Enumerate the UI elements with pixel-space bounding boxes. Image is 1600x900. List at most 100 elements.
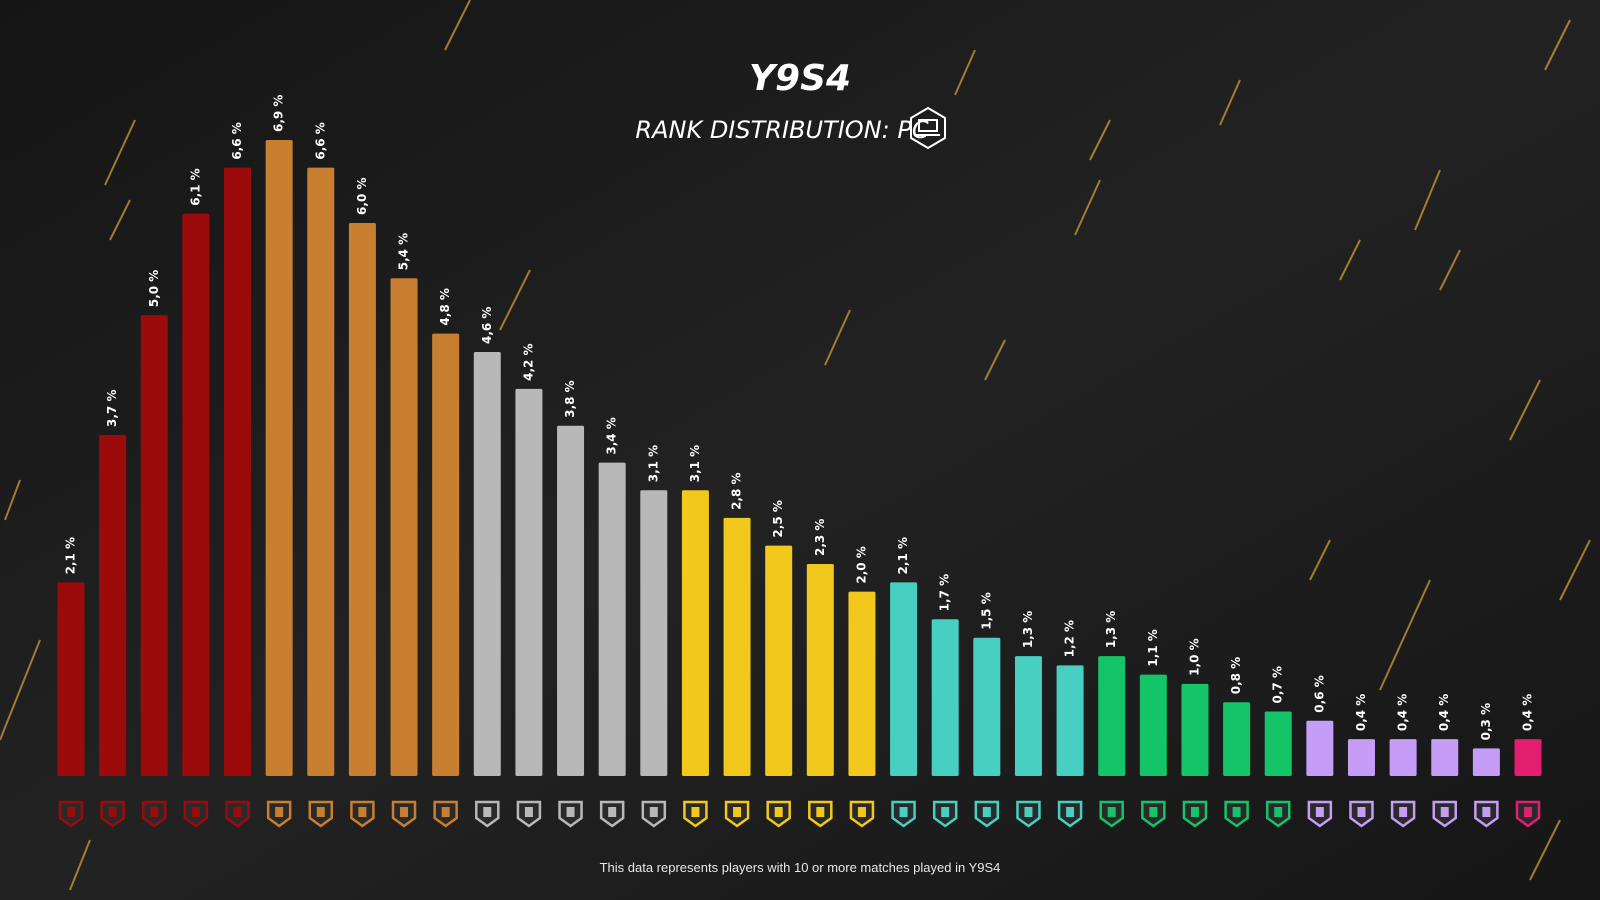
badge-core	[358, 807, 367, 817]
value-label: 2,1 %	[896, 537, 910, 574]
bar	[765, 545, 793, 776]
value-label: 1,3 %	[1021, 611, 1035, 648]
value-label: 1,1 %	[1146, 629, 1160, 666]
value-label: 1,3 %	[1104, 611, 1118, 648]
bar	[1264, 711, 1292, 776]
rank-badge	[932, 800, 958, 828]
rank-badge	[350, 800, 375, 828]
bar	[723, 517, 751, 776]
bar	[140, 315, 168, 776]
value-label: 2,5 %	[771, 500, 785, 537]
value-label: 0,4 %	[1354, 694, 1368, 731]
value-label: 0,4 %	[1396, 694, 1410, 731]
rank-badge	[391, 800, 417, 828]
chart-subtitle: RANK DISTRIBUTION: PC	[635, 116, 928, 144]
value-label: 0,3 %	[1479, 703, 1493, 740]
value-label: 3,4 %	[605, 417, 619, 454]
value-label: 6,6 %	[313, 122, 327, 159]
value-label: 2,3 %	[813, 519, 827, 556]
bar	[99, 434, 127, 776]
bar	[265, 140, 293, 776]
value-label: 3,7 %	[105, 389, 119, 426]
bar	[973, 637, 1001, 776]
bar	[640, 490, 668, 776]
badge-core	[1274, 807, 1283, 817]
rank-badge	[308, 800, 334, 828]
rank-badge	[266, 800, 292, 828]
value-label: 0,4 %	[1521, 694, 1535, 731]
rank-badge	[766, 800, 791, 828]
value-label: 2,8 %	[730, 472, 744, 509]
bar	[1389, 739, 1417, 776]
rank-badge	[1099, 800, 1124, 828]
value-label: 4,6 %	[480, 307, 494, 344]
value-label: 4,2 %	[521, 343, 535, 380]
rank-badge	[724, 800, 750, 828]
rank-badge	[641, 800, 667, 828]
value-label: 0,8 %	[1229, 657, 1243, 694]
bar	[1347, 739, 1375, 776]
bar	[1139, 674, 1167, 776]
rank-badge	[1515, 800, 1541, 828]
pc-icon	[910, 106, 946, 150]
bar	[307, 167, 335, 777]
badge-core	[691, 807, 700, 817]
bar	[515, 388, 543, 776]
rank-badge	[100, 800, 125, 828]
badge-core	[566, 807, 575, 817]
bar	[1306, 720, 1334, 776]
rank-badge	[475, 800, 500, 828]
badge-core	[1315, 807, 1324, 817]
rank-badge	[225, 800, 250, 828]
badge-core	[233, 807, 242, 817]
value-label: 6,9 %	[272, 95, 286, 132]
badge-core	[400, 807, 409, 817]
rank-badge	[1141, 800, 1166, 828]
badge-core	[441, 807, 450, 817]
badge-core	[1024, 807, 1033, 817]
badge-core	[1149, 807, 1158, 817]
bar	[57, 582, 85, 776]
bar	[890, 582, 918, 776]
value-label: 3,8 %	[563, 380, 577, 417]
badge-core	[191, 807, 200, 817]
badge-core	[608, 807, 617, 817]
rank-badge	[1057, 800, 1083, 828]
bar	[848, 591, 876, 776]
bar	[931, 619, 959, 776]
value-label: 2,1 %	[64, 537, 78, 574]
bar	[432, 333, 460, 776]
bar	[557, 425, 585, 776]
rank-badge	[1307, 800, 1333, 828]
bar	[348, 222, 376, 776]
bar	[598, 462, 626, 776]
rank-badge	[558, 800, 583, 828]
badge-core	[1190, 807, 1199, 817]
rank-badge	[1182, 800, 1208, 828]
value-label: 1,0 %	[1187, 638, 1201, 675]
badge-core	[816, 807, 825, 817]
value-label: 1,5 %	[979, 592, 993, 629]
badge-core	[275, 807, 284, 817]
rank-badge	[974, 800, 1000, 828]
rank-badge	[808, 800, 833, 828]
badge-core	[857, 807, 866, 817]
badge-core	[1399, 807, 1408, 817]
rank-badge	[516, 800, 542, 828]
chart-title: Y9S4	[749, 58, 851, 99]
value-label: 6,1 %	[188, 168, 202, 205]
rank-badge	[142, 800, 167, 828]
bar	[1056, 665, 1084, 776]
badge-core	[733, 807, 742, 817]
badge-core	[899, 807, 908, 817]
value-label: 5,0 %	[147, 270, 161, 307]
badge-core	[108, 807, 117, 817]
value-label: 0,7 %	[1271, 666, 1285, 703]
badge-core	[941, 807, 950, 817]
badge-core	[1357, 807, 1366, 817]
bar	[681, 490, 709, 776]
bar	[390, 278, 418, 776]
rank-badge	[891, 800, 916, 828]
